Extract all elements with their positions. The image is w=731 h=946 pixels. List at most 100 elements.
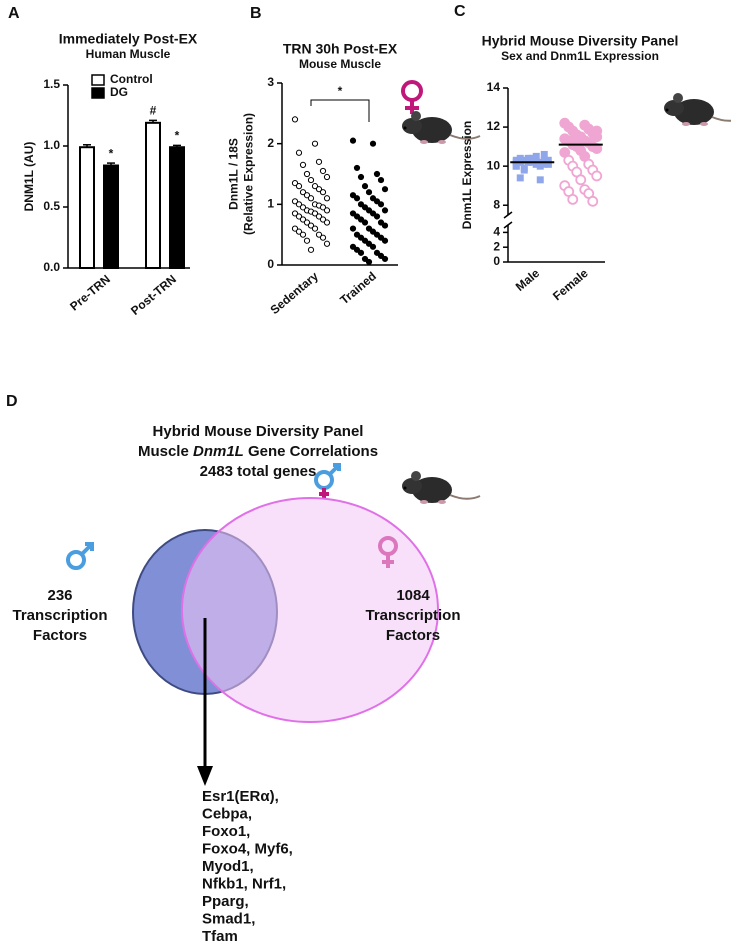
dot <box>381 207 389 214</box>
x-tick-label: Post-TRN <box>128 272 179 318</box>
dot <box>524 154 532 162</box>
dot <box>369 243 377 250</box>
dot <box>365 189 373 196</box>
y-tick-label: 2 <box>267 136 274 150</box>
dot <box>349 210 357 217</box>
y-tick-label: 8 <box>493 197 500 211</box>
dot <box>319 216 327 223</box>
dot <box>323 240 331 247</box>
x-tick-label: Pre-TRN <box>67 272 113 314</box>
dot <box>361 219 369 226</box>
dot <box>303 192 311 199</box>
dot <box>516 154 524 162</box>
dot <box>381 237 389 244</box>
venn-title: 2483 total genes <box>200 463 317 480</box>
dot <box>540 156 548 164</box>
dot <box>295 228 303 235</box>
dot <box>311 183 319 190</box>
dot <box>357 216 365 223</box>
dot <box>361 204 369 211</box>
chart-subtitle: Mouse Muscle <box>299 57 381 71</box>
dot <box>575 174 587 186</box>
y-axis-label: Dnm1L Expression <box>460 121 474 229</box>
x-tick-label: Male <box>513 266 543 294</box>
overlap-gene: Smad1, <box>202 910 255 927</box>
chart-title: Immediately Post-EX <box>59 31 198 47</box>
y-tick-label: 0 <box>493 254 500 268</box>
y-tick-label: 0.5 <box>43 199 60 213</box>
dot <box>311 210 319 217</box>
overlap-gene: Tfam <box>202 928 238 945</box>
overlap-gene: Pparg, <box>202 893 249 910</box>
dot <box>357 173 365 181</box>
dot <box>536 162 544 170</box>
dot <box>357 201 365 208</box>
dot <box>377 234 385 241</box>
dot <box>319 167 327 175</box>
y-tick-label: 14 <box>487 80 501 94</box>
venn-title-part: Muscle <box>138 443 193 460</box>
bar <box>103 164 119 270</box>
dot <box>532 152 540 160</box>
dot <box>381 222 389 229</box>
bar <box>169 146 185 269</box>
dot <box>381 186 389 193</box>
dot <box>353 213 361 220</box>
dot <box>311 225 319 232</box>
dot <box>353 231 361 238</box>
axis-break <box>503 221 513 229</box>
dot <box>520 166 528 174</box>
dot <box>516 174 524 182</box>
dot <box>369 140 377 147</box>
dot <box>369 228 377 235</box>
overlap-gene: Myod1, <box>202 858 254 875</box>
dot <box>381 255 389 263</box>
dot <box>349 225 357 232</box>
female-symbol <box>401 80 423 114</box>
venn-title-part: Gene Correlations <box>244 443 378 460</box>
dot <box>591 125 603 137</box>
venn-title-part: Dnm1L <box>193 443 244 460</box>
dot <box>373 249 381 256</box>
chart-subtitle: Sex and Dnm1L Expression <box>501 49 659 63</box>
panel-letter: C <box>454 3 466 20</box>
y-tick-label: 1.0 <box>43 138 60 152</box>
dot <box>528 156 536 164</box>
y-tick-label: 10 <box>487 158 501 172</box>
dot <box>540 160 548 168</box>
dot <box>377 252 385 259</box>
dot <box>365 240 373 247</box>
dot <box>520 156 528 164</box>
dot <box>299 216 307 223</box>
dot <box>544 160 552 168</box>
dot <box>315 186 323 193</box>
dot <box>307 176 315 184</box>
dot <box>377 219 385 226</box>
overlap-gene: Esr1(ERα), <box>202 788 279 805</box>
dot <box>291 116 299 123</box>
dot <box>323 219 331 226</box>
bar-marker: * <box>175 129 180 143</box>
bar <box>79 146 95 269</box>
overlap-gene: Foxo1, <box>202 823 250 840</box>
dot <box>303 170 311 178</box>
dot <box>319 234 327 241</box>
dot <box>295 201 303 208</box>
dot <box>567 193 579 205</box>
mouse-icon <box>401 470 481 505</box>
dot <box>357 249 365 256</box>
dot <box>365 225 373 232</box>
venn-label: Factors <box>386 627 440 644</box>
dot <box>365 258 373 266</box>
dot <box>373 231 381 238</box>
dot <box>315 158 323 165</box>
bar-marker: # <box>150 104 157 118</box>
dot <box>299 189 307 196</box>
overlap-gene: Cebpa, <box>202 805 252 822</box>
dot <box>303 237 311 244</box>
legend-label: DG <box>110 85 128 99</box>
venn-count: 1084 <box>396 587 430 604</box>
significance-bracket <box>310 99 370 122</box>
dot <box>311 140 319 147</box>
